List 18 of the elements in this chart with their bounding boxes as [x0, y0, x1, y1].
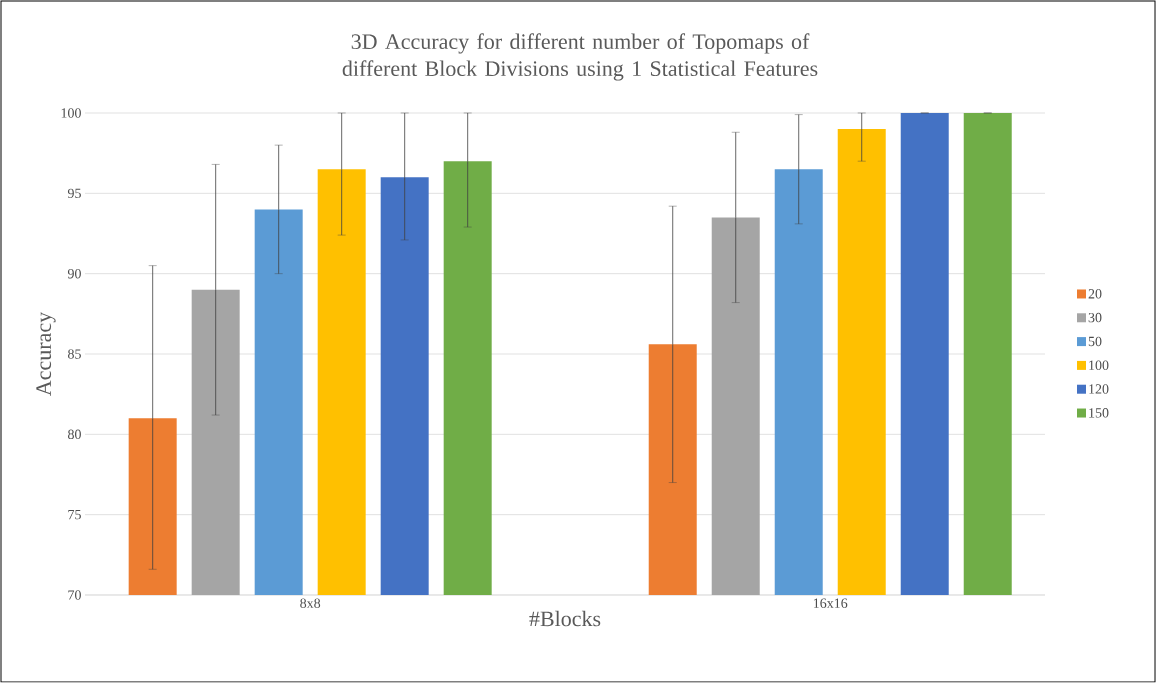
- y-tick-label: 75: [68, 510, 81, 520]
- y-tick-label: 85: [68, 349, 81, 359]
- legend-label: 100: [1089, 360, 1109, 370]
- legend-label: 150: [1089, 408, 1109, 418]
- y-tick-label: 95: [67, 188, 81, 199]
- legend-label: 120: [1089, 384, 1109, 394]
- x-tick-label: 16x16: [813, 598, 848, 608]
- legend-label: 20: [1088, 289, 1102, 299]
- x-tick-label: 8x8: [300, 598, 321, 608]
- y-tick-label: 90: [67, 268, 81, 279]
- y-tick-label: 70: [68, 590, 81, 600]
- legend-label: 50: [1088, 336, 1102, 347]
- y-axis-title: Accuracy: [36, 311, 56, 396]
- y-tick-label: 100: [61, 108, 81, 118]
- chart-title: 3D Accuracy for different number of Topomaps of different Block Divisions using 1 Statistical Features: [342, 33, 818, 81]
- x-axis-title: #Blocks: [529, 610, 601, 627]
- legend-label: 30: [1088, 312, 1102, 323]
- y-tick-label: 80: [68, 429, 81, 440]
